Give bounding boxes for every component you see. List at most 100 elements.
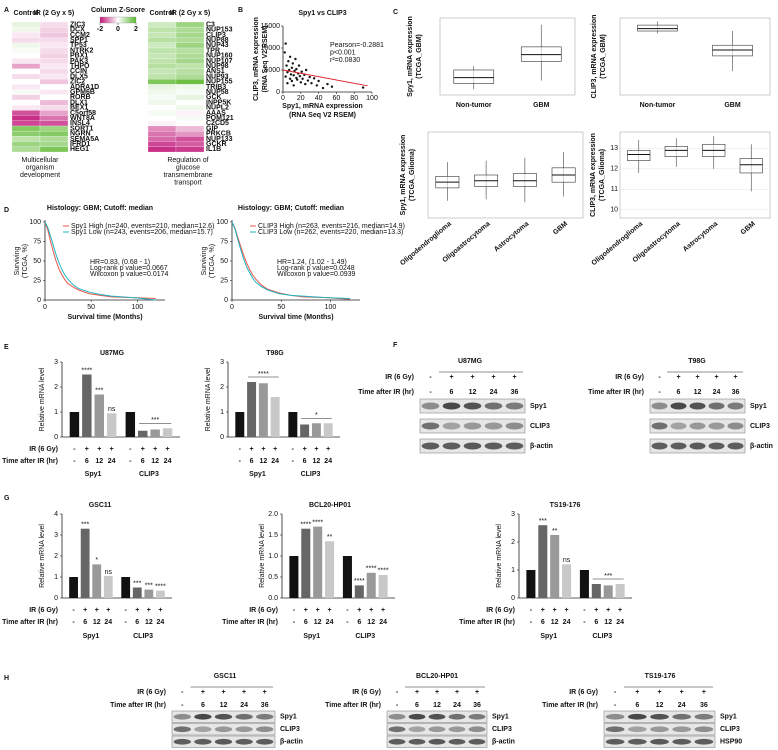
y-tick-label: 2 [511, 539, 515, 546]
heatmap-caption: organism [26, 164, 55, 171]
gene-label: GIP [206, 125, 218, 132]
heatmap-cell [147, 63, 177, 69]
band-label: CLIP3 [530, 423, 550, 430]
significance: **** [300, 522, 311, 529]
heatmap-cell [147, 146, 177, 153]
heatmap-cell [147, 125, 177, 132]
ir-sign: + [147, 607, 151, 614]
row-label: Time after IR (hr) [459, 619, 515, 626]
point [284, 75, 287, 78]
blot-band [484, 422, 503, 430]
significance: **** [312, 519, 323, 526]
blot-strip [386, 723, 488, 736]
category-label: GBM [740, 220, 757, 236]
heatmap-cell [11, 27, 41, 33]
blot-band [428, 713, 446, 720]
heatmap-cell [11, 146, 41, 153]
y-axis-label: (TCGA, %) [22, 244, 29, 278]
heatmap-caption: transport [174, 179, 202, 186]
time-label: 24 [563, 619, 571, 626]
heatmap-cell [175, 58, 205, 64]
ir-sign: + [676, 374, 680, 381]
ir-sign: + [733, 374, 737, 381]
point [312, 77, 316, 80]
y-tick-label: 0 [224, 297, 228, 304]
heatmap-cell [39, 68, 69, 75]
ir-sign: - [583, 607, 586, 614]
ir-sign: + [304, 607, 308, 614]
heatmap-cell [11, 110, 41, 116]
category-label: GBM [552, 220, 569, 236]
panel-letter: C [393, 9, 398, 16]
blot-band [173, 713, 191, 720]
stat-text: r²=0.0830 [330, 57, 360, 64]
heatmap-cell [147, 84, 177, 90]
heatmap-cell [11, 79, 41, 85]
heatmap-cell [175, 89, 205, 95]
heatmap-cell [11, 84, 41, 90]
bar [325, 541, 335, 598]
point [300, 70, 303, 73]
time-label: 12 [259, 458, 267, 465]
x-axis-label: Spy1, mRNA expression [282, 103, 363, 110]
time-label: 36 [700, 702, 708, 709]
point [292, 84, 295, 87]
box [627, 150, 651, 161]
heatmap-cell [147, 68, 177, 75]
y-tick-label: 0.5 [268, 574, 278, 581]
time-label: 12 [367, 619, 375, 626]
ir-sign: + [328, 607, 332, 614]
scale-tick-label: 2 [134, 26, 138, 33]
gene-label: IFRD1 [70, 141, 90, 148]
y-axis-label: (TCGA, %) [209, 244, 216, 278]
blot-strip [603, 723, 716, 736]
significance: *** [151, 417, 159, 424]
time-label: 12 [469, 389, 477, 396]
fit-line [282, 69, 368, 87]
bar [121, 577, 131, 598]
blot-band [484, 442, 503, 450]
heatmap-cell [11, 58, 41, 64]
point [287, 60, 290, 63]
point [308, 75, 311, 79]
ir-sign: + [135, 607, 139, 614]
y-axis-label: CLIP3, mRNA expression [590, 133, 597, 217]
time-label: - [396, 702, 399, 709]
bar [144, 589, 154, 598]
blot-band [727, 442, 744, 450]
y-axis-label: (RNA Seq V2 RSEM) [262, 25, 269, 92]
heatmap-cell [39, 136, 69, 142]
y-tick-label: 100 [29, 219, 41, 226]
heatmap-cell [39, 53, 69, 59]
gene-label: PBX1 [70, 53, 88, 60]
band-label: CLIP3 [280, 726, 300, 733]
y-axis-label: Relative mRNA level [496, 524, 503, 588]
blot-band [484, 402, 503, 410]
x-tick-label: 60 [333, 95, 341, 102]
panel-letter: G [4, 495, 10, 502]
y-tick-label: 25 [33, 277, 41, 284]
gene-label: SPP1 [70, 37, 88, 44]
ir-sign: + [303, 446, 307, 453]
x-tick-label: 50 [87, 304, 95, 311]
row-label: Time after IR (hr) [222, 619, 278, 626]
x-tick-label: 0 [230, 304, 234, 311]
chart-title: TS19-176 [550, 502, 581, 509]
y-tick-label: 1.0 [268, 553, 278, 560]
ir-sign: + [512, 374, 516, 381]
gene-label: GCKR [206, 141, 227, 148]
blot-band [727, 402, 744, 410]
heatmap-cell [39, 120, 69, 127]
point [304, 82, 307, 86]
time-label: 6 [141, 458, 145, 465]
category-label: Astrocytoma [493, 221, 530, 254]
time-label: 6 [357, 619, 361, 626]
heatmap-cell [39, 115, 69, 121]
box [739, 158, 763, 174]
heatmap-cell [147, 42, 177, 49]
gene-label: NUP43 [206, 42, 229, 49]
ir-sign: + [435, 689, 439, 696]
blot-band [235, 713, 253, 720]
time-label: 24 [164, 458, 172, 465]
